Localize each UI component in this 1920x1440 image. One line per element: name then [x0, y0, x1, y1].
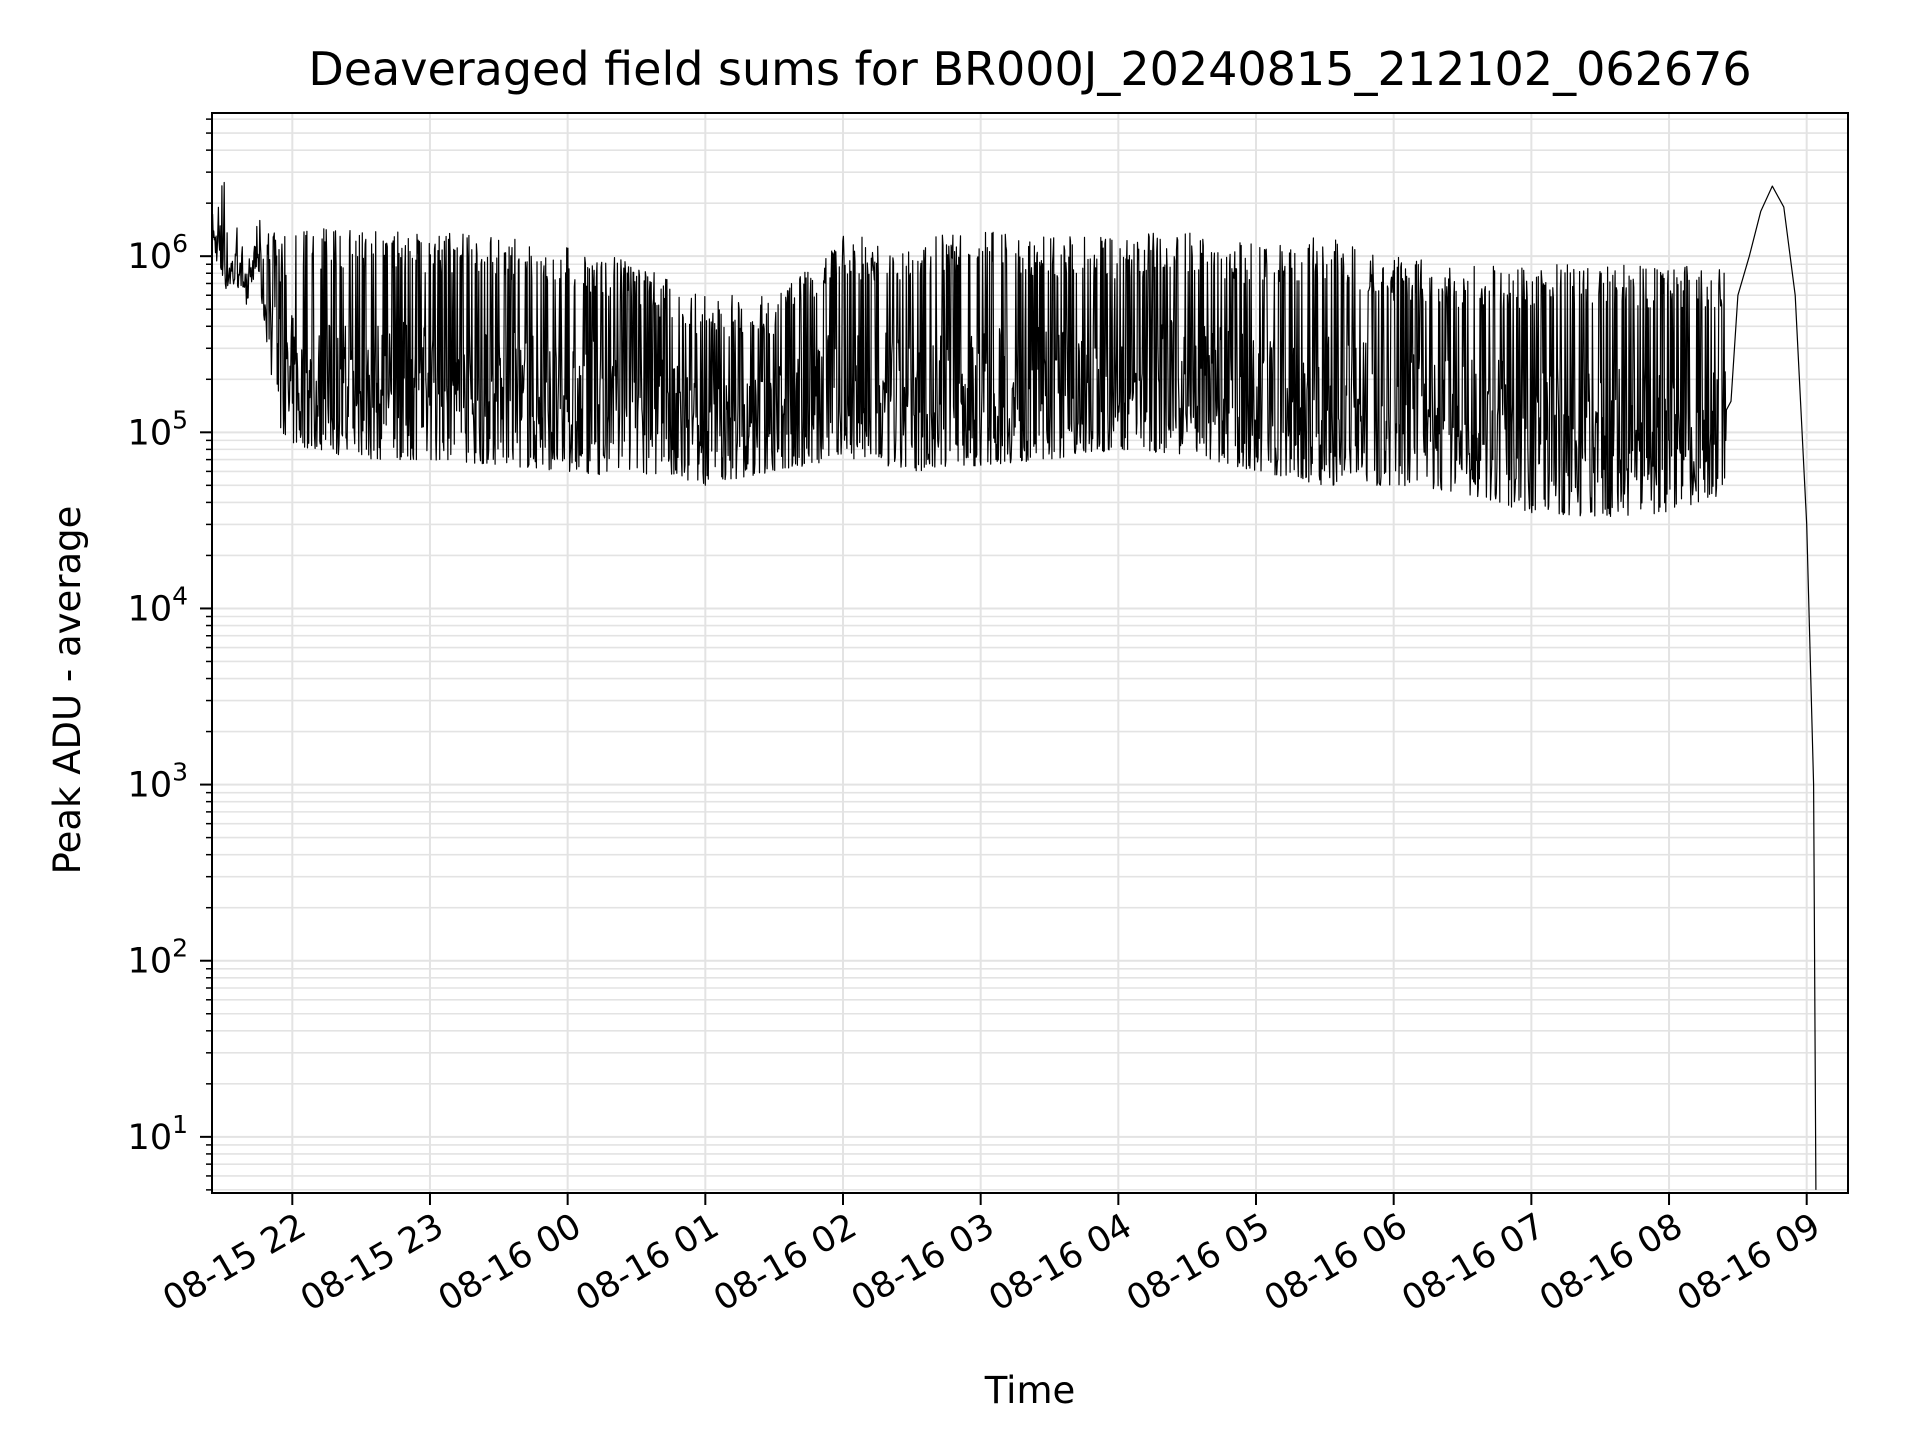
y-tick-label: 101 [128, 1110, 188, 1158]
y-axis: 101 102 103 104 105 106 [128, 118, 212, 1191]
plot-frame [211, 112, 1849, 1194]
y-tick-label: 103 [128, 758, 188, 806]
plot-area [211, 181, 1817, 1190]
x-axis-label: Time [984, 1369, 1076, 1412]
y-tick-label: 106 [128, 229, 188, 277]
series-line [211, 181, 1817, 1190]
y-axis-label: Peak ADU - average [46, 506, 89, 875]
y-tick-label: 102 [128, 934, 188, 982]
y-tick-label: 104 [128, 581, 188, 629]
y-tick-label: 105 [128, 405, 188, 453]
chart-title: Deaveraged field sums for BR000J_2024081… [308, 42, 1751, 96]
